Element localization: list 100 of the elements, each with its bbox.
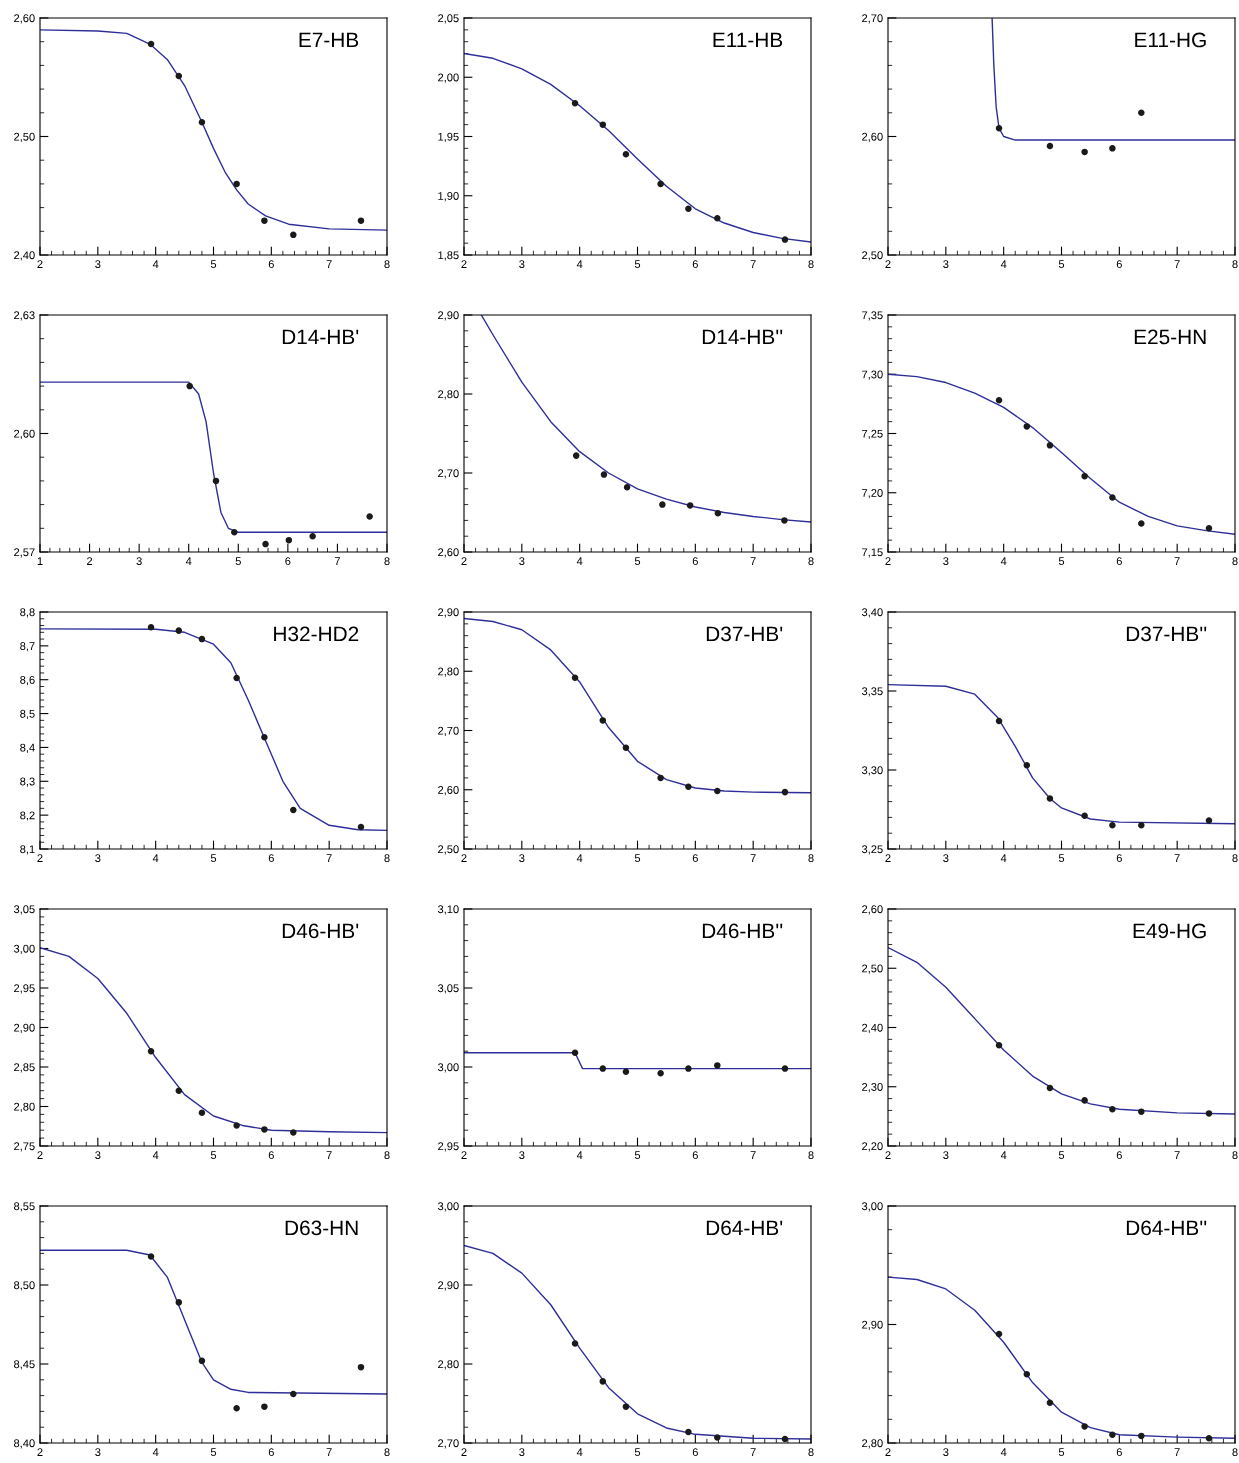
y-tick-label: 3,35 (861, 687, 883, 697)
text: D64-HB' (706, 1220, 783, 1236)
point (1046, 795, 1054, 802)
point (1138, 822, 1145, 829)
x-tick-label: 3 (136, 557, 142, 566)
x-tick-label: 6 (692, 1448, 698, 1457)
x-tick-label: 6 (1116, 1151, 1122, 1160)
x-tick-label: 2 (461, 557, 467, 565)
point (781, 517, 788, 524)
y-tick-label: 8,50 (14, 1281, 35, 1291)
x-tick-label: 2 (461, 854, 467, 862)
x-tick-label: 2 (885, 1151, 891, 1159)
x-tick-label: 5 (634, 260, 641, 269)
text: H32-HD2 (274, 626, 359, 642)
point (309, 532, 316, 540)
x-tick-label: 5 (634, 1448, 641, 1457)
point (600, 471, 608, 478)
y-tick-label: 1,85 (438, 251, 459, 261)
x-tick-label: 8 (808, 854, 814, 863)
line-series (40, 947, 387, 1134)
point (1205, 1110, 1213, 1117)
x-tick-label: 7 (1174, 1448, 1180, 1456)
point (1046, 1399, 1054, 1406)
text: E49-HG (1133, 923, 1206, 939)
y-tick-label: 2,40 (862, 1023, 883, 1033)
point (198, 635, 206, 643)
y-tick-label: 2,70 (438, 469, 459, 479)
x-tick-label: 1 (37, 557, 43, 565)
x-tick-label: 2 (87, 557, 93, 565)
line-series (888, 1276, 1235, 1439)
point (357, 823, 365, 831)
point (685, 1428, 692, 1436)
x-tick-label: 6 (268, 1151, 274, 1160)
y-tick-label: 3,00 (437, 1202, 459, 1212)
point (995, 717, 1003, 725)
point (781, 788, 789, 796)
point (147, 623, 155, 631)
point (571, 1049, 579, 1057)
point (261, 1126, 268, 1133)
x-tick-label: 2 (37, 1448, 43, 1456)
line-series (991, 18, 1235, 141)
x-tick-label: 6 (692, 854, 698, 863)
point (571, 100, 579, 107)
text: E25-HN (1134, 329, 1206, 345)
point (622, 151, 630, 158)
x-tick-label: 5 (1058, 260, 1065, 269)
x-tick-label: 4 (1000, 1448, 1007, 1456)
x-tick-label: 3 (95, 260, 101, 269)
line-series (888, 373, 1235, 535)
point (261, 734, 268, 741)
x-tick-label: 6 (268, 854, 274, 863)
x-tick-label: 2 (37, 1151, 43, 1159)
x-tick-label: 4 (152, 260, 159, 268)
x-tick-label: 5 (1058, 854, 1065, 863)
point (233, 1122, 240, 1129)
x-tick-label: 7 (750, 854, 756, 862)
text: D64-HB'' (1126, 1220, 1207, 1236)
y-tick-label: 3,00 (13, 944, 35, 954)
x-tick-label: 5 (634, 1151, 641, 1160)
point (1138, 1432, 1145, 1440)
x-tick-label: 8 (808, 1448, 814, 1457)
x-tick-label: 7 (1174, 854, 1180, 862)
y-tick-label: 2,85 (14, 1063, 35, 1073)
x-tick-label: 3 (943, 1448, 949, 1457)
y-tick-label: 8,2 (20, 811, 35, 821)
y-tick-label: 2,90 (438, 311, 459, 321)
x-tick-label: 2 (37, 260, 43, 268)
y-tick-label: 2,05 (438, 14, 459, 24)
y-tick-label: 2,90 (862, 1320, 883, 1330)
x-tick-label: 8 (808, 557, 814, 566)
y-tick-label: 3,05 (437, 984, 459, 994)
point (659, 501, 666, 508)
x-tick-label: 6 (285, 557, 291, 566)
point (1138, 1108, 1145, 1115)
x-tick-label: 6 (1116, 557, 1122, 566)
point (212, 477, 220, 485)
x-tick-label: 7 (750, 260, 756, 268)
x-tick-label: 8 (384, 557, 390, 566)
x-tick-label: 8 (1232, 854, 1238, 863)
text: D14-HB'' (702, 329, 783, 345)
y-tick-label: 2,60 (14, 14, 35, 24)
x-tick-label: 8 (808, 260, 814, 269)
point (186, 382, 193, 390)
x-tick-label: 7 (326, 1151, 332, 1159)
x-tick-label: 4 (576, 557, 583, 565)
text: E11-HG (1135, 32, 1206, 48)
y-tick-label: 2,40 (14, 251, 35, 261)
x-tick-label: 2 (885, 557, 891, 565)
point (198, 1357, 206, 1365)
x-tick-label: 3 (519, 1448, 525, 1457)
x-tick-label: 8 (808, 1151, 814, 1160)
point (1109, 822, 1116, 829)
y-tick-label: 8,4 (20, 743, 35, 753)
y-tick-label: 2,57 (14, 548, 35, 558)
x-tick-label: 6 (268, 260, 274, 269)
y-tick-label: 1,90 (438, 192, 459, 202)
x-tick-label: 7 (750, 1448, 756, 1456)
x-tick-label: 8 (1232, 1151, 1238, 1160)
point (622, 1068, 630, 1075)
point (995, 1042, 1003, 1049)
